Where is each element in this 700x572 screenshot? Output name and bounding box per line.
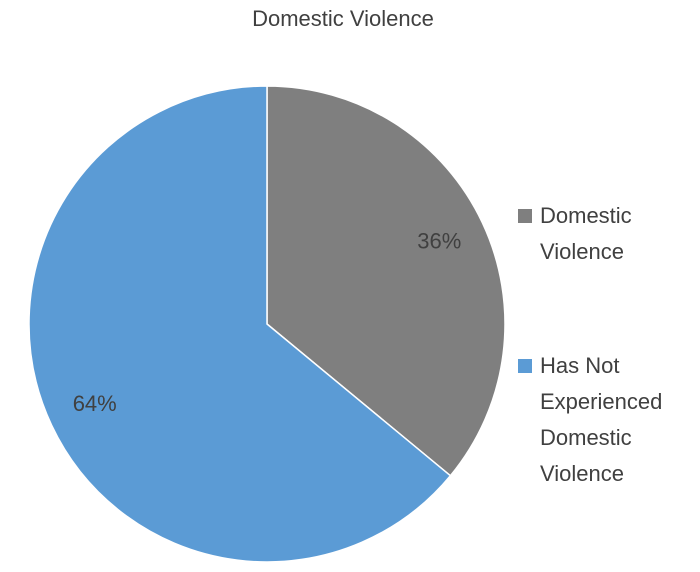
legend-entry: Has Not Experienced Domestic Violence [518,348,698,492]
legend: Domestic Violence Has Not Experienced Dom… [518,198,698,570]
chart-title: Domestic Violence [252,6,434,31]
legend-swatch [518,209,532,223]
pie-slice [266,85,506,477]
legend-entry: Domestic Violence [518,198,698,270]
legend-label: Domestic Violence [540,203,632,264]
legend-label: Has Not Experienced Domestic Violence [540,353,663,486]
pie-slice [28,85,452,563]
legend-swatch [518,359,532,373]
data-label: 36% [417,229,461,254]
data-label: 64% [73,391,117,416]
